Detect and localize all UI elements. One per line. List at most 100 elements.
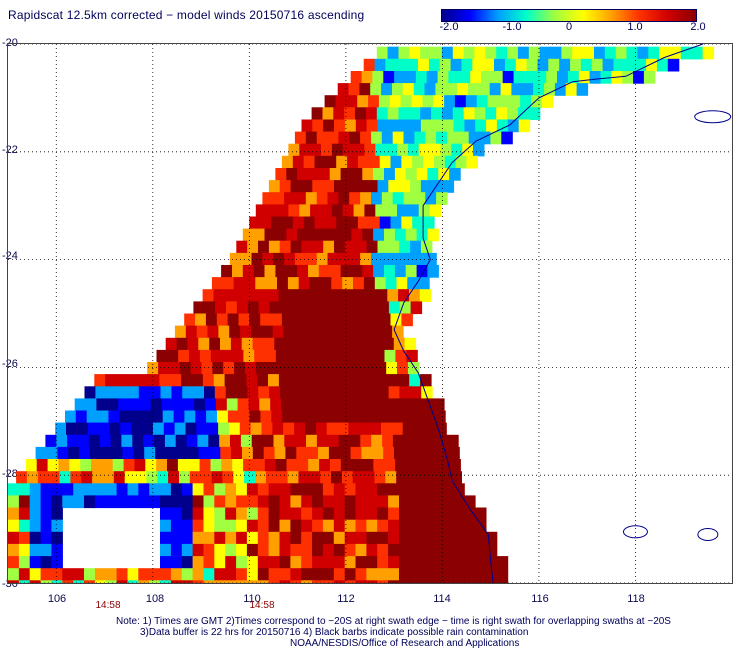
wind-cell bbox=[149, 580, 161, 593]
wind-cell bbox=[322, 519, 335, 533]
wind-cell bbox=[366, 531, 378, 545]
wind-cell bbox=[438, 459, 450, 472]
wind-cell bbox=[285, 446, 297, 460]
wind-cell bbox=[305, 422, 317, 436]
wind-cell bbox=[331, 277, 343, 290]
wind-cell bbox=[392, 131, 405, 145]
colorbar-label: 1.0 bbox=[627, 21, 643, 33]
wind-cell bbox=[576, 83, 589, 96]
wind-cell bbox=[485, 107, 497, 120]
wind-cell bbox=[420, 180, 433, 193]
wind-cell bbox=[292, 155, 305, 169]
wind-cell bbox=[160, 531, 172, 545]
wind-cell bbox=[236, 240, 248, 254]
wind-cell bbox=[442, 568, 454, 581]
wind-cell bbox=[224, 374, 237, 387]
wind-cell bbox=[312, 568, 324, 581]
wind-cell bbox=[116, 568, 129, 581]
wind-cell bbox=[626, 46, 638, 60]
wind-cell bbox=[94, 495, 107, 509]
wind-cell bbox=[366, 519, 378, 533]
wind-cell bbox=[372, 71, 384, 84]
wind-cell bbox=[409, 374, 421, 387]
wind-cell bbox=[279, 507, 291, 521]
wind-cell bbox=[409, 531, 422, 545]
wind-cell bbox=[346, 95, 358, 108]
wind-cell bbox=[301, 495, 313, 509]
wind-cell bbox=[399, 507, 411, 521]
wind-cell bbox=[350, 446, 363, 460]
wind-cell bbox=[604, 46, 617, 60]
wind-cell bbox=[261, 325, 274, 339]
wind-cell bbox=[409, 483, 422, 496]
wind-cell bbox=[279, 580, 291, 593]
wind-cell bbox=[322, 531, 335, 545]
wind-cell bbox=[198, 337, 210, 351]
wind-cell bbox=[404, 337, 417, 351]
wind-cell bbox=[18, 568, 31, 581]
wind-cell bbox=[105, 580, 118, 593]
wind-cell bbox=[81, 471, 93, 484]
wind-cell bbox=[364, 362, 376, 375]
wind-cell bbox=[420, 543, 433, 557]
wind-cell bbox=[160, 483, 172, 496]
wind-cell bbox=[359, 325, 372, 339]
wind-cell bbox=[473, 143, 485, 157]
wind-cell bbox=[355, 180, 368, 193]
colorbar: -2.0 -1.0 0 1.0 2.0 bbox=[440, 9, 706, 33]
wind-cell bbox=[308, 265, 320, 278]
wind-cell bbox=[8, 531, 20, 545]
wind-cell bbox=[284, 192, 296, 205]
wind-cell bbox=[192, 531, 205, 545]
wind-cell bbox=[29, 556, 42, 569]
wind-cell bbox=[150, 398, 163, 412]
wind-cell bbox=[464, 556, 476, 569]
wind-cell bbox=[422, 95, 434, 108]
wind-cell bbox=[301, 580, 313, 593]
wind-cell bbox=[357, 313, 370, 327]
wind-cell bbox=[203, 495, 215, 509]
wind-cell bbox=[379, 216, 392, 230]
wind-cell bbox=[347, 155, 359, 169]
wind-cell bbox=[116, 495, 129, 509]
wind-cell bbox=[312, 483, 324, 496]
wind-cell bbox=[338, 434, 351, 448]
wind-cell bbox=[8, 543, 20, 557]
wind-cell bbox=[255, 362, 268, 375]
wind-cell bbox=[170, 580, 183, 593]
wind-cell bbox=[333, 543, 346, 557]
wind-cell bbox=[344, 519, 357, 533]
wind-cell bbox=[496, 568, 509, 581]
wind-cell bbox=[385, 277, 398, 290]
wind-cell bbox=[594, 46, 606, 60]
wind-cell bbox=[442, 483, 454, 496]
wind-cell bbox=[399, 543, 411, 557]
wind-cell bbox=[268, 374, 280, 387]
wind-cell bbox=[98, 422, 111, 436]
wind-cell bbox=[377, 495, 389, 509]
wind-cell bbox=[207, 422, 219, 436]
wind-cell bbox=[184, 313, 196, 327]
wind-cell bbox=[132, 434, 144, 448]
wind-cell bbox=[205, 313, 218, 327]
wind-cell bbox=[452, 46, 465, 60]
wind-cell bbox=[420, 507, 433, 521]
wind-cell bbox=[425, 252, 437, 266]
wind-cell bbox=[29, 531, 42, 545]
wind-cell bbox=[382, 337, 395, 351]
wind-cell bbox=[97, 410, 109, 424]
wind-cell bbox=[172, 398, 184, 412]
wind-cell bbox=[388, 568, 400, 581]
wind-cell bbox=[643, 71, 656, 84]
wind-cell bbox=[163, 422, 176, 436]
wind-cell bbox=[181, 519, 194, 533]
wind-cell bbox=[366, 580, 378, 593]
wind-cell bbox=[170, 519, 183, 533]
wind-cell bbox=[216, 313, 229, 327]
wind-cell bbox=[528, 107, 541, 120]
wind-cell bbox=[105, 495, 118, 509]
wind-cell bbox=[474, 107, 486, 120]
wind-cell bbox=[276, 471, 289, 484]
wind-cell bbox=[68, 446, 80, 460]
wind-cell bbox=[301, 519, 313, 533]
